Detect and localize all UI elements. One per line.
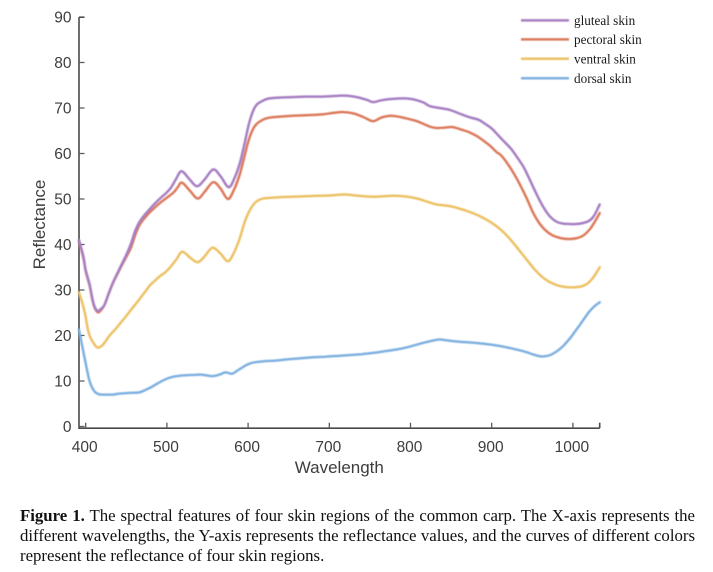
svg-text:400: 400 [72, 439, 98, 456]
svg-text:10: 10 [54, 374, 72, 391]
svg-text:40: 40 [54, 237, 72, 254]
svg-text:50: 50 [54, 192, 72, 209]
svg-text:1000: 1000 [555, 439, 590, 456]
svg-text:60: 60 [54, 146, 72, 163]
svg-text:600: 600 [234, 439, 260, 456]
svg-text:0: 0 [63, 419, 72, 436]
svg-text:20: 20 [54, 328, 72, 345]
svg-text:30: 30 [54, 283, 72, 300]
svg-text:Reflectance: Reflectance [30, 180, 49, 270]
svg-text:90: 90 [54, 10, 72, 27]
svg-text:70: 70 [54, 101, 72, 118]
svg-text:800: 800 [397, 439, 423, 456]
svg-text:pectoral skin: pectoral skin [574, 32, 642, 47]
svg-text:700: 700 [315, 439, 341, 456]
svg-text:gluteal skin: gluteal skin [574, 13, 636, 28]
svg-text:Wavelength: Wavelength [295, 458, 384, 477]
svg-text:dorsal skin: dorsal skin [574, 71, 632, 86]
svg-text:500: 500 [153, 439, 179, 456]
svg-text:80: 80 [54, 55, 72, 72]
svg-text:900: 900 [478, 439, 504, 456]
svg-text:ventral skin: ventral skin [574, 51, 636, 66]
